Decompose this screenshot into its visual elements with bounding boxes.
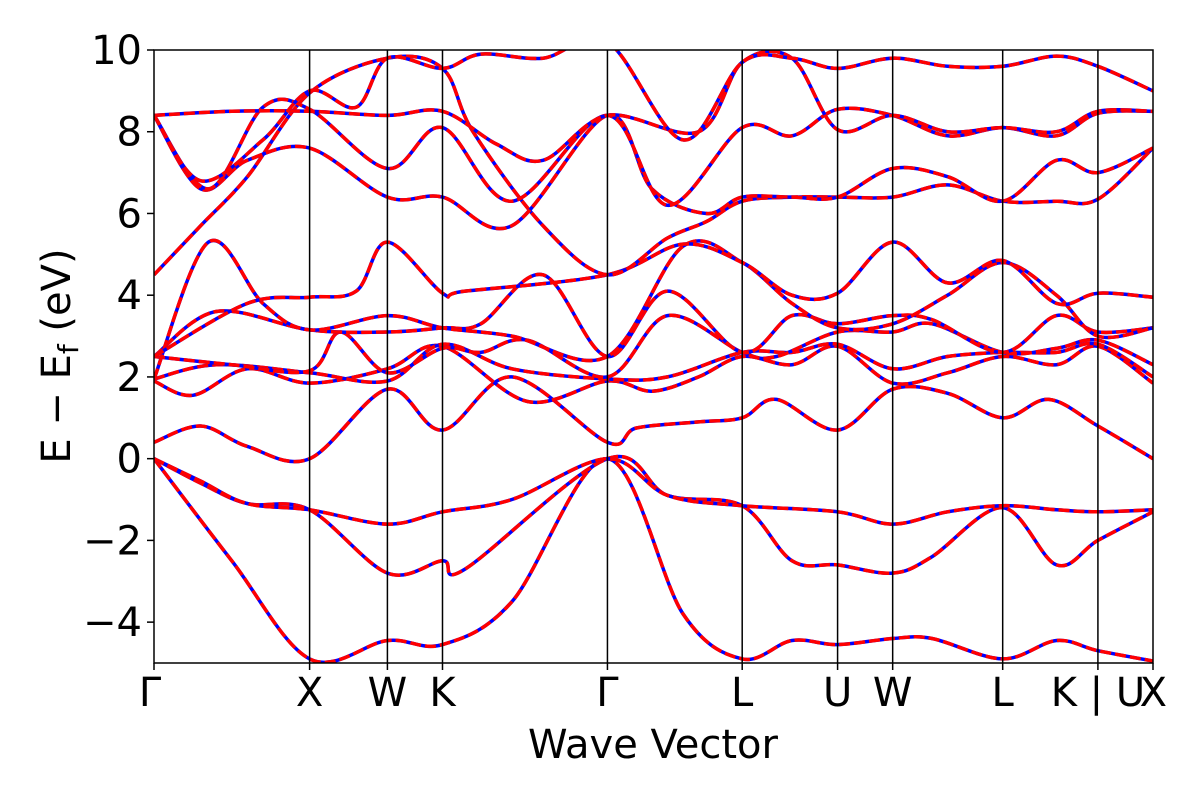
y-axis-title-main: E − E: [34, 354, 80, 464]
y-axis-title-unit: (eV): [34, 248, 80, 344]
y-axis-title: E − Ef (eV): [34, 248, 85, 463]
y-tick-label-4: 4: [117, 273, 142, 319]
x-tick-label-3: K: [429, 670, 457, 716]
x-tick-label-4: Γ: [596, 670, 619, 716]
y-tick-label-5: 6: [117, 191, 142, 237]
x-tick-label-8: L: [992, 670, 1015, 716]
band-2-dashed: [154, 456, 1153, 526]
y-tick-label-1: −2: [83, 518, 142, 564]
x-tick-label-2: W: [368, 670, 408, 716]
plot-frame: [153, 49, 1154, 664]
y-axis-title-subscript: f: [52, 343, 85, 354]
x-tick-label-7: W: [873, 670, 913, 716]
band-13-dashed: [154, 50, 1153, 164]
y-ticks: −4 −2 0 2 4 6 8 10: [83, 28, 154, 646]
x-tick-label-5: L: [731, 670, 754, 716]
y-tick-label-6: 8: [117, 110, 142, 156]
k-point-lines: [308, 50, 1099, 663]
y-tick-label-0: −4: [83, 600, 142, 646]
bands-layer: [154, 50, 1153, 663]
x-tick-label-9: K | U: [1051, 670, 1145, 716]
x-tick-label-1: X: [296, 670, 323, 716]
x-tick-label-10: X: [1140, 670, 1167, 716]
x-tick-label-6: U: [823, 670, 852, 716]
band-11-dashed: [154, 113, 1153, 231]
x-axis-title: Wave Vector: [528, 722, 779, 768]
band-3-dashed: [154, 375, 1153, 464]
x-tick-label-0: Γ: [139, 670, 162, 716]
y-tick-label-3: 2: [117, 355, 142, 401]
y-tick-label-7: 10: [91, 28, 142, 74]
y-tick-label-2: 0: [117, 437, 142, 483]
